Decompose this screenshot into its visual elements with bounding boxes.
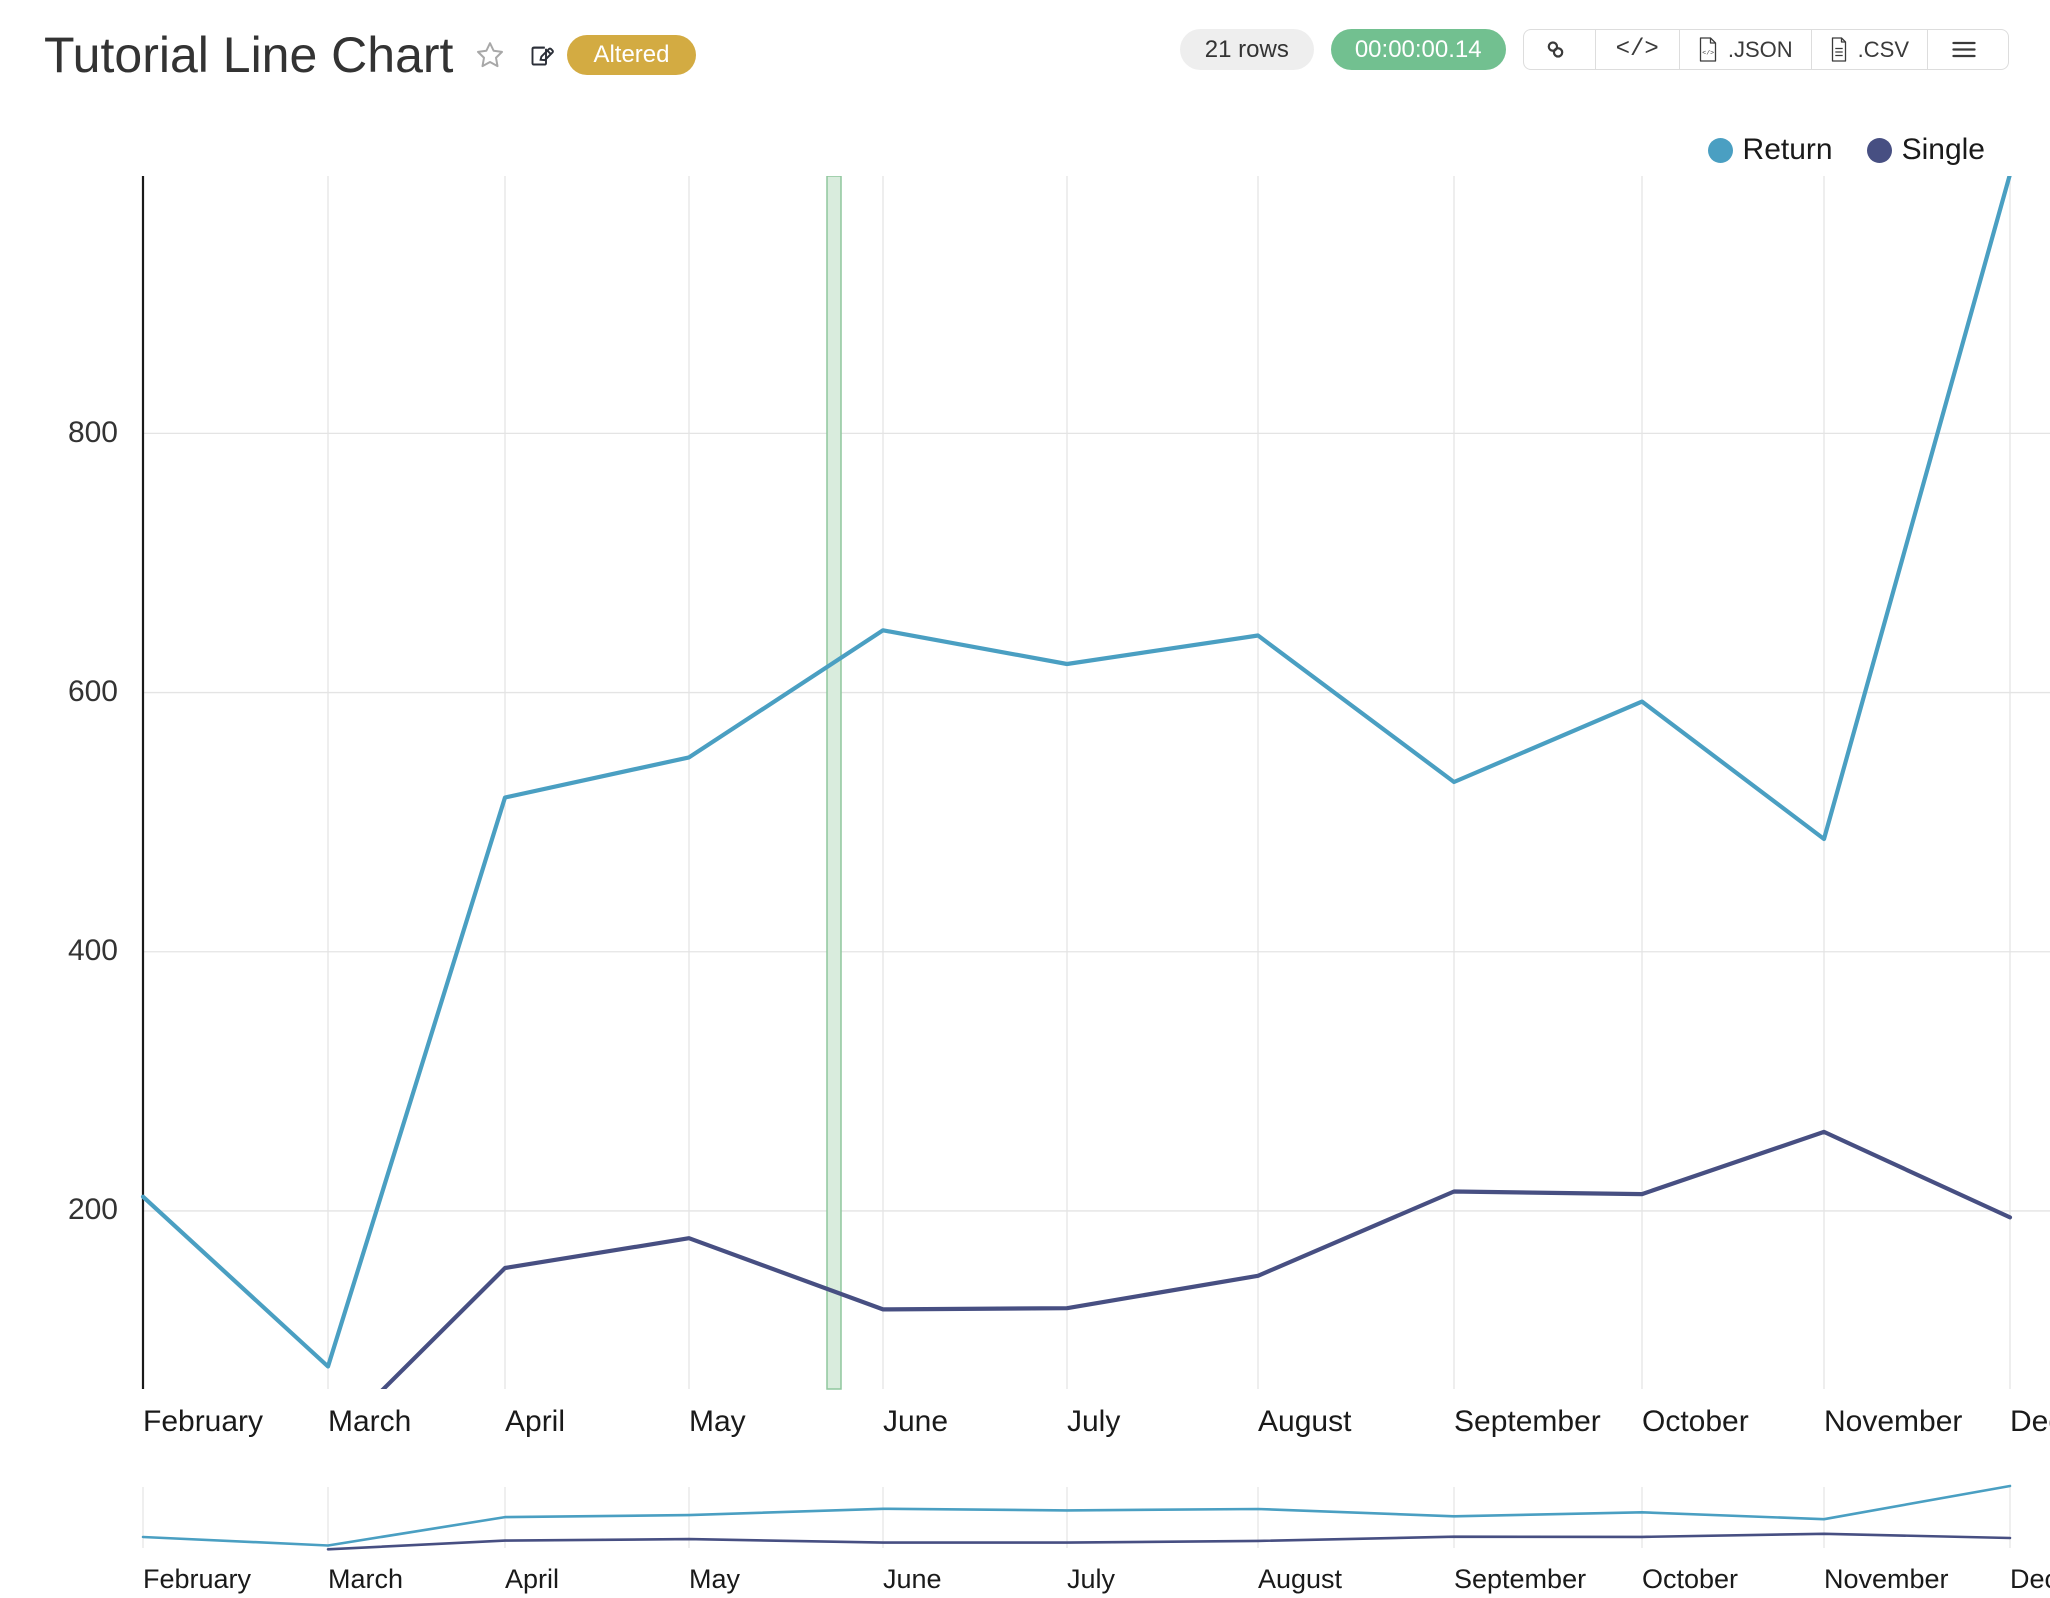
svg-text:March: March [328, 1405, 411, 1438]
svg-text:Dece: Dece [2010, 1405, 2050, 1438]
svg-text:July: July [1067, 1405, 1120, 1438]
svg-text:November: November [1824, 1564, 1949, 1594]
svg-text:Dece: Dece [2010, 1564, 2050, 1594]
svg-text:June: June [883, 1405, 948, 1438]
svg-text:February: February [143, 1405, 263, 1438]
svg-text:</>: </> [1702, 50, 1714, 57]
svg-text:September: September [1454, 1564, 1586, 1594]
svg-text:May: May [689, 1564, 741, 1594]
svg-text:August: August [1258, 1564, 1343, 1594]
svg-text:400: 400 [68, 934, 118, 967]
svg-text:October: October [1642, 1405, 1749, 1438]
svg-text:February: February [143, 1564, 252, 1594]
svg-text:November: November [1824, 1405, 1962, 1438]
svg-text:600: 600 [68, 675, 118, 708]
svg-text:August: August [1258, 1405, 1352, 1438]
svg-text:May: May [689, 1405, 746, 1438]
svg-text:September: September [1454, 1405, 1601, 1438]
svg-text:200: 200 [68, 1193, 118, 1226]
svg-text:800: 800 [68, 416, 118, 449]
svg-text:October: October [1642, 1564, 1738, 1594]
svg-text:April: April [505, 1564, 559, 1594]
svg-text:June: June [883, 1564, 942, 1594]
svg-text:March: March [328, 1564, 403, 1594]
svg-text:April: April [505, 1405, 565, 1438]
svg-text:July: July [1067, 1564, 1116, 1594]
